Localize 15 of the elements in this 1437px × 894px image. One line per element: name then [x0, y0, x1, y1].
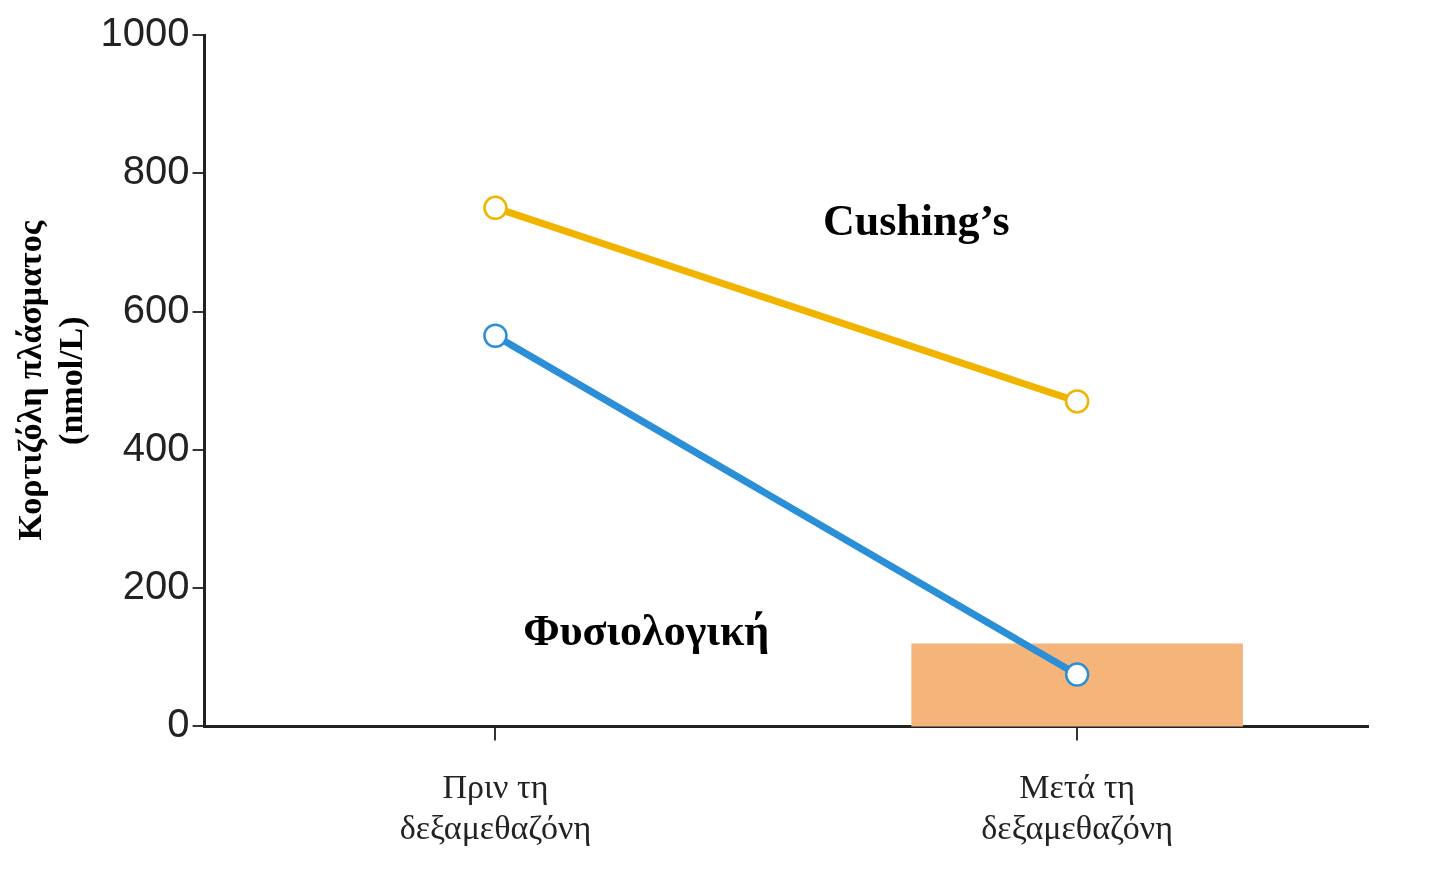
- y-tick-label: 800: [122, 148, 190, 193]
- text: Φυσιολογική: [523, 606, 770, 656]
- y-tick-label: 400: [122, 424, 190, 469]
- y-tick-label: 0: [167, 701, 190, 746]
- series-label: Cushing’s: [822, 195, 1010, 245]
- y-tick-label: 1000: [100, 10, 190, 55]
- point: [1064, 389, 1090, 414]
- x-tick-label: Μετά τη δεξαμεθαζόνη: [981, 767, 1173, 846]
- point: [483, 323, 508, 349]
- y-tick-label: 600: [122, 286, 190, 331]
- y-axis-title: Κορτιζόλη πλάσματος (nmol/L): [11, 220, 90, 541]
- x-tick-label: Πριν τη δεξαμεθαζόνη: [399, 767, 592, 846]
- y-tick-label: 200: [122, 563, 190, 608]
- point: [483, 195, 508, 221]
- point: [1064, 662, 1090, 687]
